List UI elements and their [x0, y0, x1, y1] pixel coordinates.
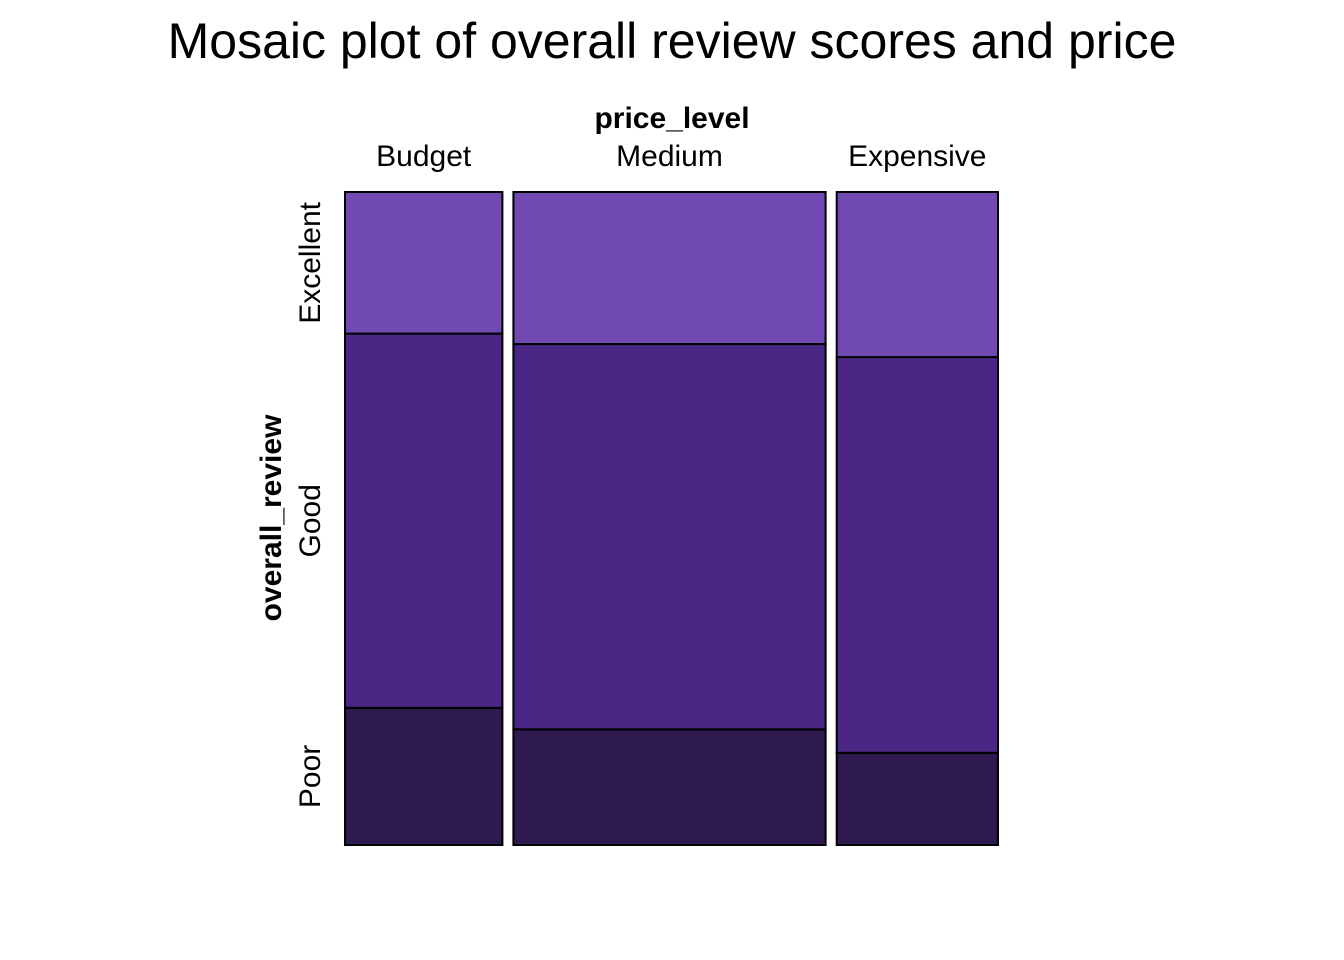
tile-medium-good [512, 343, 827, 731]
y-variable-label: overall_review [255, 414, 288, 621]
mosaic-tiles [344, 191, 1000, 847]
x-level-label-budget: Budget [376, 140, 472, 173]
x-level-label-expensive: Expensive [848, 140, 986, 173]
y-level-label-poor: Poor [294, 745, 327, 808]
x-variable-label: price_level [594, 102, 749, 135]
tile-expensive-excellent [835, 191, 1000, 359]
x-level-label-medium: Medium [616, 140, 723, 173]
tile-budget-poor [344, 706, 504, 847]
y-level-label-excellent: Excellent [294, 201, 327, 323]
tile-medium-poor [512, 728, 827, 847]
tile-expensive-poor [835, 751, 1000, 847]
chart-title: Mosaic plot of overall review scores and… [168, 13, 1177, 69]
tile-budget-good [344, 332, 504, 709]
x-level-labels: Budget Medium Expensive [376, 140, 986, 173]
y-level-labels: Excellent Good Poor [294, 201, 327, 808]
y-level-label-good: Good [294, 484, 327, 557]
tile-budget-excellent [344, 191, 504, 335]
tile-medium-excellent [512, 191, 827, 346]
tile-expensive-good [835, 356, 1000, 754]
